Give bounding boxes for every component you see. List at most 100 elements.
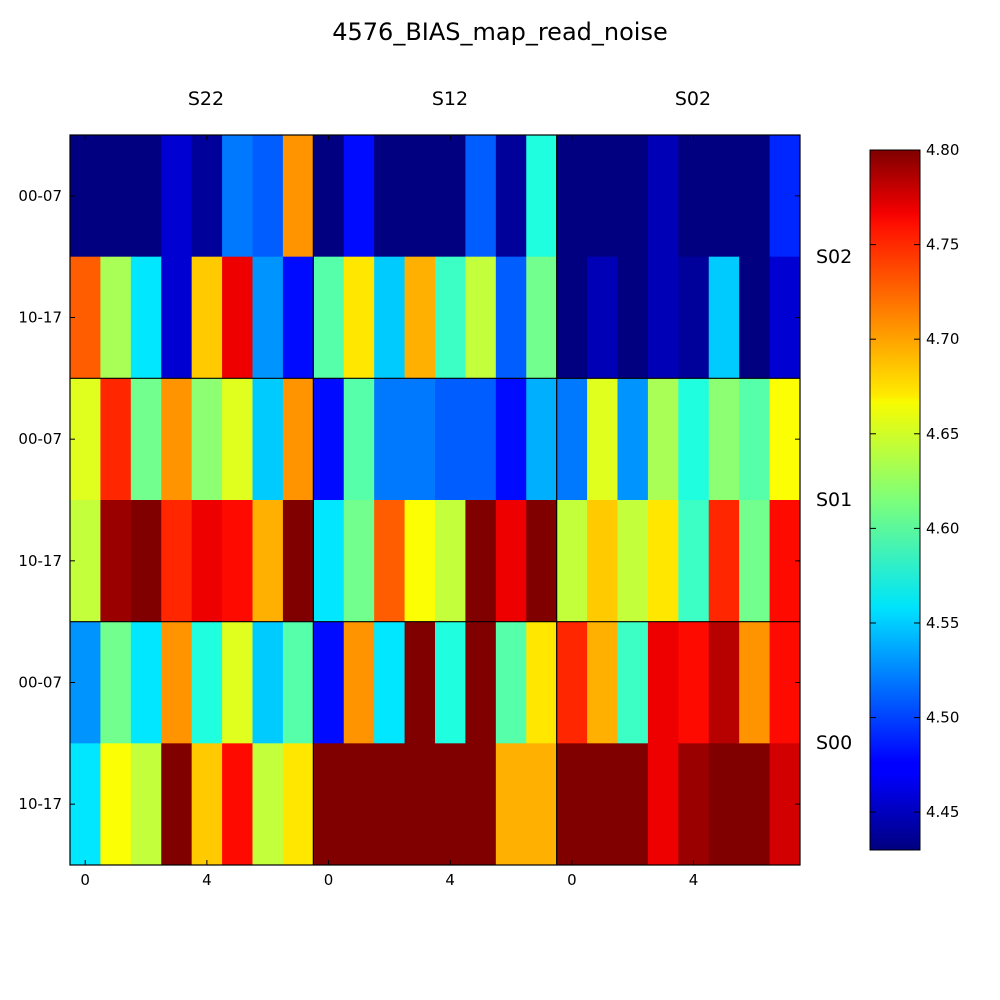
heatmap-cell — [587, 621, 618, 744]
heatmap-cell — [739, 135, 771, 258]
heatmap-cell — [739, 256, 771, 379]
row-group-label: S02 — [816, 246, 852, 268]
heatmap-cell — [708, 378, 740, 501]
heatmap-cell — [252, 256, 284, 379]
heatmap-cell — [495, 743, 527, 866]
heatmap-cell — [465, 256, 497, 379]
heatmap-cell — [130, 256, 162, 379]
heatmap-cell — [404, 378, 436, 501]
heatmap-cell — [647, 743, 679, 866]
heatmap-cell — [191, 378, 223, 501]
heatmap-cell — [708, 256, 740, 379]
heatmap-cell — [708, 621, 740, 744]
heatmap-cell — [435, 743, 466, 866]
heatmap-cell — [678, 500, 710, 623]
heatmap-cell — [222, 378, 253, 501]
heatmap-cell — [435, 621, 466, 744]
heatmap-cell — [313, 621, 345, 744]
heatmap-cell — [191, 256, 223, 379]
heatmap-cell — [343, 621, 375, 744]
heatmap-cell — [313, 378, 345, 501]
colorbar-tick-label: 4.80 — [926, 141, 959, 159]
heatmap-cell — [343, 378, 375, 501]
heatmap-cell — [617, 256, 649, 379]
heatmap-cell — [708, 500, 740, 623]
colorbar-tick-label: 4.65 — [926, 425, 959, 443]
heatmap-cell — [465, 743, 497, 866]
heatmap-cell — [495, 135, 527, 258]
heatmap-cell — [526, 135, 558, 258]
row-tick-label: 00-07 — [18, 674, 62, 692]
heatmap-cell — [222, 135, 253, 258]
column-group-label: S12 — [432, 88, 468, 110]
heatmap-cell — [252, 500, 284, 623]
heatmap-cell — [70, 621, 101, 744]
heatmap-cell — [435, 378, 466, 501]
heatmap-cell — [70, 378, 101, 501]
heatmap-cell — [708, 743, 740, 866]
heatmap-cell — [130, 621, 162, 744]
row-tick-label: 10-17 — [18, 552, 62, 570]
colorbar-frame — [869, 149, 921, 851]
heatmap-cell — [495, 621, 527, 744]
heatmap-cell — [313, 135, 345, 258]
heatmap-cell — [222, 256, 253, 379]
heatmap-cell — [739, 378, 771, 501]
heatmap-cell — [374, 256, 406, 379]
heatmap-cell — [282, 135, 314, 258]
heatmap-cell — [465, 378, 497, 501]
x-tick-labels: 0 4 0 4 0 4 — [80, 135, 698, 889]
heatmap-cell — [587, 743, 618, 866]
row-tick-label: 10-17 — [18, 309, 62, 327]
row-group-label: S00 — [816, 732, 852, 754]
heatmap-cell — [222, 500, 253, 623]
x-tick-label: 4 — [689, 871, 699, 889]
colorbar-tick-label: 4.45 — [926, 803, 959, 821]
heatmap-cell — [252, 378, 284, 501]
colorbar-tick-label: 4.75 — [926, 236, 959, 254]
heatmap-cell — [191, 135, 223, 258]
heatmap-cell — [191, 621, 223, 744]
heatmap-cell — [556, 621, 588, 744]
heatmap-cell — [435, 135, 466, 258]
heatmap-cell — [526, 256, 558, 379]
heatmap-cell — [252, 621, 284, 744]
heatmap-cell — [374, 135, 406, 258]
heatmap-cell — [100, 500, 132, 623]
heatmap-cell — [526, 621, 558, 744]
heatmap-cell — [100, 378, 132, 501]
heatmap-cell — [678, 621, 710, 744]
heatmap-cell — [252, 743, 284, 866]
heatmap-cell — [100, 135, 132, 258]
heatmap-cell — [404, 256, 436, 379]
row-tick-label: 00-07 — [18, 187, 62, 205]
colorbar-tick-label: 4.55 — [926, 614, 959, 632]
heatmap-cell — [130, 743, 162, 866]
heatmap-cell — [739, 621, 771, 744]
heatmap-cell — [282, 743, 314, 866]
heatmap-cell — [343, 500, 375, 623]
heatmap-cell — [678, 743, 710, 866]
heatmap-cell — [678, 256, 710, 379]
heatmap-cell — [495, 378, 527, 501]
heatmap-cell — [587, 378, 618, 501]
heatmap-cell — [587, 256, 618, 379]
heatmap-cell — [222, 621, 253, 744]
heatmap-cell — [313, 500, 345, 623]
heatmap-cell — [556, 500, 588, 623]
heatmap-cell — [282, 256, 314, 379]
heatmap-cell — [161, 256, 193, 379]
heatmap-cell — [161, 743, 193, 866]
heatmap-cell — [282, 621, 314, 744]
heatmap-cell — [404, 135, 436, 258]
heatmap-cell — [526, 500, 558, 623]
heatmap-cell — [526, 378, 558, 501]
heatmap-cell — [130, 500, 162, 623]
heatmap-cell — [404, 500, 436, 623]
heatmap-cell — [435, 256, 466, 379]
heatmap-cell — [374, 621, 406, 744]
heatmap-cell — [647, 256, 679, 379]
heatmap-cell — [465, 135, 497, 258]
heatmap-cell — [100, 621, 132, 744]
heatmap-cell — [313, 743, 345, 866]
